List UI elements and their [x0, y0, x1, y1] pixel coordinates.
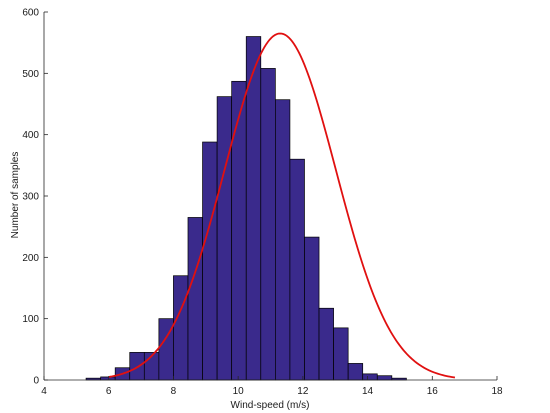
y-tick-label: 200: [22, 253, 39, 264]
y-axis-label: Number of samples: [10, 152, 21, 239]
y-tick-label: 400: [22, 130, 39, 141]
x-tick-label: 12: [297, 386, 309, 397]
histogram-bar: [100, 376, 116, 381]
histogram-bar: [260, 68, 276, 381]
histogram-bar: [231, 80, 247, 381]
histogram-bar: [347, 363, 364, 381]
histogram-bar: [187, 217, 203, 381]
histogram-bar: [289, 158, 305, 381]
y-tick-label: 100: [22, 314, 39, 325]
fit-curve: [108, 32, 456, 379]
y-axis-ticks: 0 100 200 300 400 500 600: [22, 8, 48, 387]
histogram-bar: [202, 141, 218, 381]
y-tick-label: 600: [22, 8, 39, 19]
x-tick-label: 14: [362, 386, 374, 397]
x-tick-label: 8: [171, 386, 177, 397]
y-tick-label: 300: [22, 192, 39, 203]
histogram-bar: [318, 307, 334, 381]
y-tick-label: 500: [22, 69, 39, 80]
histogram-bars: [85, 36, 407, 381]
x-tick-label: 10: [233, 386, 245, 397]
x-tick-label: 16: [427, 386, 439, 397]
x-tick-label: 18: [491, 386, 503, 397]
x-tick-label: 6: [106, 386, 112, 397]
histogram-bar: [376, 375, 393, 381]
x-axis-ticks: 4 6 8 10 12 14 16 18: [41, 376, 503, 397]
histogram-bar: [275, 99, 291, 381]
histogram-bar: [304, 236, 320, 381]
x-axis-label: Wind-speed (m/s): [231, 400, 310, 411]
histogram-bar: [129, 352, 145, 381]
y-tick-label: 0: [33, 376, 39, 387]
histogram-bar: [173, 275, 189, 381]
histogram-bar: [333, 327, 349, 381]
histogram-bar: [216, 96, 233, 381]
x-tick-label: 4: [41, 386, 47, 397]
histogram-bar: [362, 373, 378, 381]
